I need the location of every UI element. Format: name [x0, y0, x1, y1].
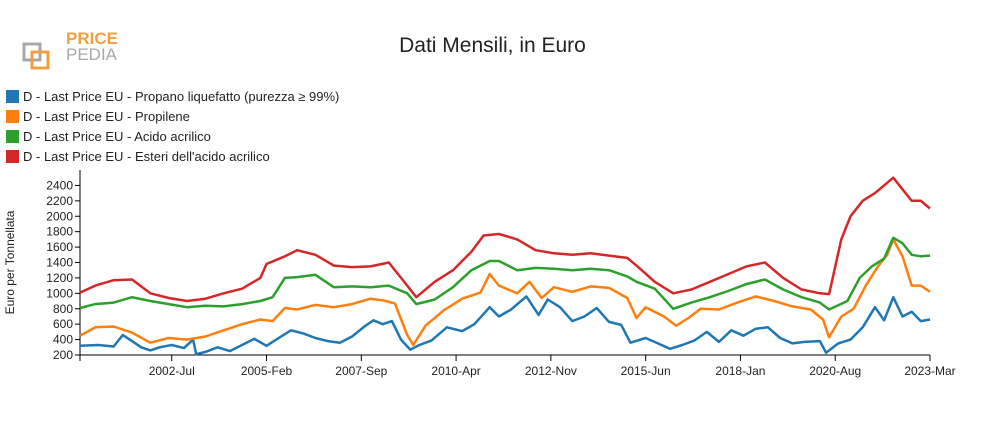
y-tick-label: 2400: [46, 178, 73, 192]
legend-item-propano[interactable]: D - Last Price EU - Propano liquefatto (…: [6, 86, 339, 106]
pricepedia-logo-mark: PRICE PEDIA: [22, 29, 118, 70]
legend-swatch-acido-acrilico: [6, 129, 19, 143]
x-tick-label: 2020-Aug: [809, 364, 861, 378]
legend-swatch-esteri: [6, 149, 19, 163]
y-tick-label: 400: [53, 333, 73, 347]
chart-legend: D - Last Price EU - Propano liquefatto (…: [6, 86, 339, 166]
y-tick-label: 200: [53, 348, 73, 362]
y-tick-label: 1600: [46, 240, 73, 254]
x-tick-label: 2023-Mar: [904, 364, 955, 378]
logo-text-pedia: PEDIA: [66, 45, 118, 64]
x-tick-label: 2002-Jul: [149, 364, 195, 378]
logo-text-price: PRICE: [66, 29, 118, 48]
y-axis-title: Euro per Tonnellata: [3, 210, 17, 314]
legend-label-acido-acrilico: D - Last Price EU - Acido acrilico: [23, 128, 211, 144]
x-tick-label: 2007-Sep: [335, 364, 387, 378]
legend-swatch-propano: [6, 89, 19, 103]
x-tick-label: 2015-Jun: [621, 364, 671, 378]
legend-item-acido-acrilico[interactable]: D - Last Price EU - Acido acrilico: [6, 126, 339, 146]
legend-item-esteri[interactable]: D - Last Price EU - Esteri dell'acido ac…: [6, 146, 339, 166]
x-tick-label: 2010-Apr: [431, 364, 480, 378]
y-tick-label: 1400: [46, 256, 73, 270]
series-line-propilene[interactable]: [79, 238, 931, 347]
y-tick-label: 800: [53, 302, 73, 316]
x-tick-label: 2012-Nov: [525, 364, 577, 378]
x-axis: 2002-Jul 2005-Feb 2007-Sep 2010-Apr 2012-Nov…: [79, 354, 956, 378]
legend-label-propilene: D - Last Price EU - Propilene: [23, 108, 190, 124]
x-tick-label: 2018-Jan: [715, 364, 765, 378]
pricepedia-logo: PRICE PEDIA: [20, 26, 130, 74]
y-tick-label: 2200: [46, 194, 73, 208]
series-lines: [79, 176, 931, 356]
y-tick-label: 1800: [46, 225, 73, 239]
y-tick-label: 1200: [46, 271, 73, 285]
series-line-propano[interactable]: [79, 295, 931, 356]
series-line-acido-acrilico[interactable]: [79, 236, 931, 311]
legend-swatch-propilene: [6, 109, 19, 123]
y-tick-label: 1000: [46, 286, 73, 300]
chart-title: Dati Mensili, in Euro: [399, 34, 586, 57]
legend-label-esteri: D - Last Price EU - Esteri dell'acido ac…: [23, 148, 270, 164]
series-line-esteri[interactable]: [79, 176, 931, 303]
legend-item-propilene[interactable]: D - Last Price EU - Propilene: [6, 106, 339, 126]
y-tick-label: 600: [53, 317, 73, 331]
legend-label-propano: D - Last Price EU - Propano liquefatto (…: [23, 88, 340, 104]
y-tick-label: 2000: [46, 209, 73, 223]
x-tick-label: 2005-Feb: [241, 364, 293, 378]
